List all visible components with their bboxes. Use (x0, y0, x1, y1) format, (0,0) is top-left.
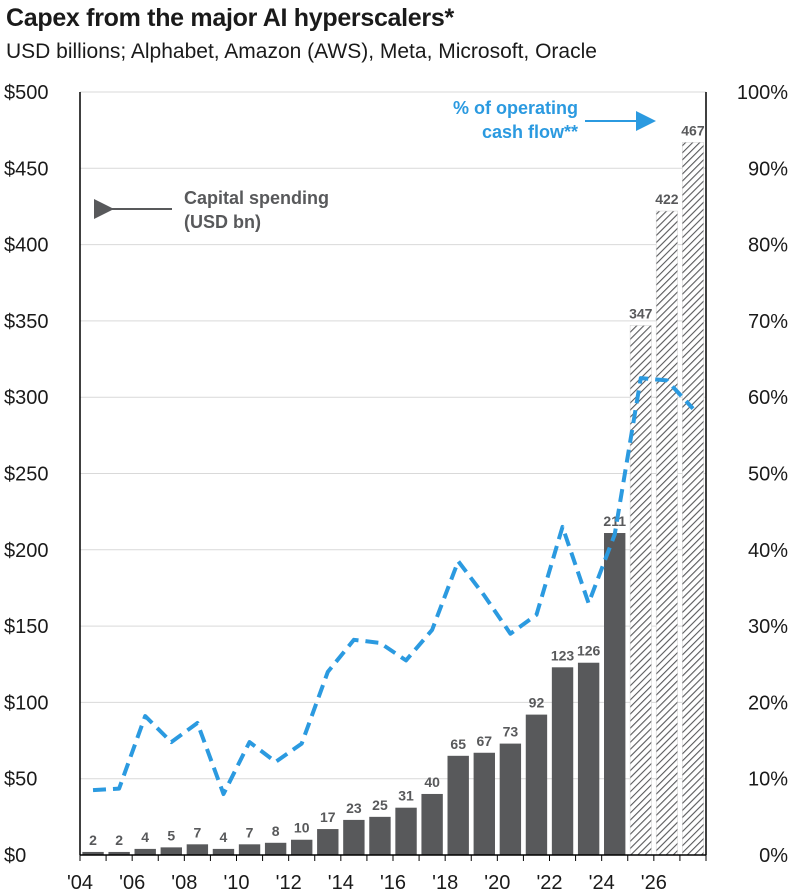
ocf-annotation-line2: cash flow** (481, 122, 578, 142)
bar (369, 816, 391, 855)
bar-data-label: 347 (629, 305, 653, 321)
bar (291, 839, 313, 855)
bar-data-label: 7 (246, 824, 254, 840)
y-right-tick-label: 30% (748, 616, 788, 638)
bar-data-label: 126 (577, 643, 601, 659)
y-right-tick-label: 100% (737, 82, 788, 104)
y-right-tick-label: 50% (748, 464, 788, 486)
y-left-tick-label: $250 (4, 464, 49, 486)
bar (577, 662, 600, 855)
y-left-tick-label: $150 (4, 616, 49, 638)
bar-data-label: 211 (603, 513, 626, 529)
bar (395, 807, 417, 855)
bar-data-label: 2 (89, 832, 97, 848)
bar-estimate (682, 142, 704, 856)
bar-data-label: 4 (220, 829, 228, 845)
capex-annotation-line2: (USD bn) (184, 212, 261, 232)
y-right-tick-label: 80% (748, 235, 788, 257)
y-right-tick-label: 60% (748, 387, 788, 409)
y-left-tick-label: $350 (4, 311, 49, 333)
bar-data-label: 123 (551, 647, 575, 663)
bar (499, 743, 522, 855)
chart-title: Capex from the major AI hyperscalers* (6, 4, 454, 32)
bar-data-label: 40 (424, 774, 440, 790)
y-left-tick-label: $200 (4, 540, 49, 562)
x-tick-label: '24 (589, 872, 615, 894)
y-left-tick-label: $300 (4, 387, 49, 409)
bar (551, 667, 574, 855)
x-tick-label: '16 (380, 872, 406, 894)
x-tick-label: '22 (536, 872, 562, 894)
bar-data-label: 92 (529, 695, 545, 711)
bar-data-label: 25 (372, 797, 388, 813)
bar-data-label: 73 (503, 724, 519, 740)
y-right-tick-label: 10% (748, 769, 788, 791)
bar (604, 533, 626, 855)
bar (238, 844, 261, 855)
bar-data-label: 5 (167, 827, 175, 843)
y-left-tick-label: $100 (4, 692, 49, 714)
bar (317, 829, 339, 855)
y-right-tick-label: 70% (748, 311, 788, 333)
y-right-tick-label: 0% (759, 845, 788, 867)
ocf-annotation: % of operating cash flow** (412, 96, 578, 144)
x-tick-label: '26 (641, 872, 667, 894)
y-left-tick-label: $400 (4, 235, 49, 257)
bar-data-label: 7 (193, 824, 201, 840)
bar-data-label: 23 (346, 800, 362, 816)
x-tick-label: '10 (223, 872, 249, 894)
bar-estimate (629, 325, 652, 856)
x-tick-label: '06 (119, 872, 145, 894)
bar-estimate (655, 210, 678, 856)
y-left-tick-label: $450 (4, 158, 49, 180)
y-right-tick-label: 40% (748, 540, 788, 562)
y-left-tick-label: $0 (4, 845, 26, 867)
x-tick-label: '20 (484, 872, 510, 894)
bar (186, 844, 209, 855)
bar (421, 793, 443, 855)
y-left-tick-label: $500 (4, 82, 49, 104)
bar (82, 851, 104, 855)
capex-annotation-line1: Capital spending (184, 188, 330, 208)
bar-data-label: 467 (681, 122, 705, 138)
bar-data-label: 10 (294, 820, 310, 836)
bar (525, 714, 548, 855)
bar-data-label: 8 (272, 823, 280, 839)
ocf-annotation-line1: % of operating (453, 98, 578, 118)
x-tick-label: '18 (432, 872, 458, 894)
bar (343, 819, 365, 855)
bar-data-label: 31 (398, 788, 414, 804)
bar (160, 847, 182, 855)
bar-data-label: 2 (115, 832, 123, 848)
bar-data-label: 65 (450, 736, 466, 752)
bar (473, 752, 495, 855)
x-tick-label: '04 (67, 872, 93, 894)
bar (134, 848, 156, 855)
bar (212, 848, 235, 855)
bar-data-label: 4 (141, 829, 149, 845)
y-right-tick-label: 20% (748, 692, 788, 714)
x-tick-label: '14 (328, 872, 354, 894)
x-tick-label: '12 (276, 872, 302, 894)
y-right-tick-label: 90% (748, 158, 788, 180)
capex-annotation: Capital spending (USD bn) (184, 186, 329, 234)
chart-subtitle: USD billions; Alphabet, Amazon (AWS), Me… (6, 40, 597, 63)
bar-data-label: 422 (655, 191, 679, 207)
bar-data-label: 67 (477, 733, 493, 749)
bar (108, 851, 130, 855)
bar (264, 842, 287, 855)
x-tick-label: '08 (171, 872, 197, 894)
ocf-percent-line (92, 376, 695, 796)
y-left-tick-label: $50 (4, 769, 37, 791)
bar (447, 755, 469, 855)
bar-data-label: 17 (320, 809, 336, 825)
